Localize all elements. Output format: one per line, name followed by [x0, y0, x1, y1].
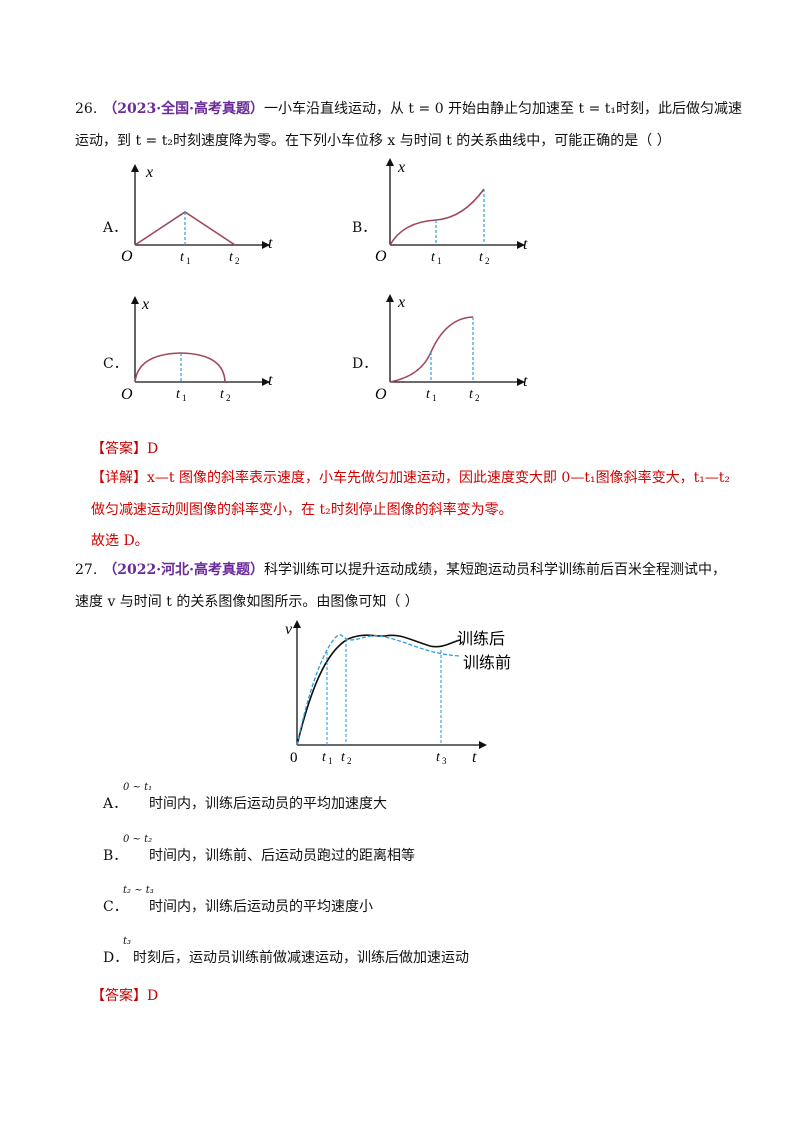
q27-option-c: C． t₂ ~ t₃ 时间内，训练后运动员的平均速度小 [103, 885, 373, 915]
origin-label: 0 [290, 750, 298, 766]
axis-label-t: t [472, 749, 477, 766]
q26-graph-c: x t O t 1 t 2 [121, 296, 273, 403]
tick-t2: t [229, 250, 234, 265]
q26-detail-line1: 【详解】x—t 图像的斜率表示速度，小车先做匀加速运动，因此速度变大即 0—t₁… [91, 468, 730, 488]
detail-text-1: x—t 图像的斜率表示速度，小车先做匀加速运动，因此速度变大即 0—t₁图像斜率… [147, 470, 731, 486]
answer-value: D [147, 441, 159, 457]
axis-label-x: x [397, 294, 405, 311]
legend-before: 训练前 [463, 654, 511, 672]
q26-option-d-label: D． [352, 356, 378, 372]
tick-t1-sub: 1 [182, 393, 187, 403]
detail-tag: 【详解】 [91, 470, 147, 486]
tick-t2: t [469, 387, 474, 402]
tick-t1-sub: 1 [432, 393, 437, 403]
q26-answer: 【答案】D [91, 439, 158, 459]
q26-stem-1: 一小车沿直线运动，从 t = 0 开始由静止匀加速至 t = t₁时刻，此后做匀… [263, 101, 742, 117]
q27-vt-graph: v t 0 t 1 t 2 t 3 训练后 训练前 [285, 620, 511, 766]
axis-label-x: x [397, 159, 405, 176]
q26-detail-line2: 做匀减速运动则图像的斜率变小，在 t₂时刻停止图像的斜率变为零。 [91, 502, 513, 518]
option-range: 0 ~ t₂ [123, 834, 153, 845]
tick-t3-sub: 3 [442, 756, 447, 766]
option-text: 时间内，训练前、后运动员跑过的距离相等 [149, 848, 415, 864]
tick-t3: t [436, 750, 441, 765]
q26-graph-b: x t O t 1 t 2 [375, 158, 528, 266]
answer-tag: 【答案】 [91, 988, 147, 1004]
q26-option-a-label: A． [103, 220, 128, 236]
q26-graph-d: x t O t 1 t 2 [375, 294, 528, 403]
q27-option-b: B． 0 ~ t₂ 时间内，训练前、后运动员跑过的距离相等 [103, 834, 415, 864]
tick-t2: t [479, 250, 484, 265]
tick-t1-sub: 1 [437, 256, 442, 266]
origin-label: O [375, 386, 387, 403]
legend-after: 训练后 [457, 630, 505, 648]
q27-option-d: D． t₃ 时刻后，运动员训练前做减速运动，训练后做加速运动 [103, 936, 469, 966]
tick-t1: t [180, 250, 185, 265]
axis-label-t: t [268, 372, 273, 389]
answer-value: D [147, 988, 159, 1004]
axis-label-v: v [285, 621, 293, 638]
tick-t2-sub: 2 [347, 756, 352, 766]
q26-number: 26. [75, 101, 98, 117]
axis-label-t: t [523, 236, 528, 253]
q26-line2: 运动，到 t = t₂时刻速度降为零。在下列小车位移 x 与时间 t 的关系曲线… [75, 133, 671, 149]
tick-t2-sub: 2 [226, 393, 231, 403]
option-range: t₂ ~ t₃ [123, 885, 154, 896]
q27-line1: 27. （2022·河北·高考真题）科学训练可以提升运动成绩，某短跑运动员科学训练… [75, 560, 726, 580]
q27-option-a: A． 0 ~ t₁ 时间内，训练后运动员的平均加速度大 [103, 782, 387, 812]
origin-label: O [375, 248, 387, 265]
q26-source: （2023·全国·高考真题） [103, 101, 264, 117]
q26-conclusion: 故选 D。 [91, 533, 149, 549]
q26-line1: 26. （2023·全国·高考真题）一小车沿直线运动，从 t = 0 开始由静止匀… [75, 99, 742, 119]
answer-tag: 【答案】 [91, 441, 147, 457]
tick-t1: t [431, 250, 436, 265]
option-text: 时间内，训练后运动员的平均加速度大 [149, 796, 387, 812]
option-range: t₃ [123, 936, 132, 947]
tick-t1: t [176, 387, 181, 402]
axis-label-x: x [141, 296, 149, 313]
tick-t1: t [426, 387, 431, 402]
axis-label-t: t [268, 235, 273, 252]
axis-label-t: t [523, 373, 528, 390]
option-text: 时间内，训练后运动员的平均速度小 [149, 899, 373, 915]
tick-t1-sub: 1 [186, 256, 191, 266]
q26-option-c-label: C． [103, 356, 128, 372]
option-range: 0 ~ t₁ [123, 782, 153, 793]
tick-t2-sub: 2 [235, 256, 240, 266]
tick-t2-sub: 2 [475, 393, 480, 403]
tick-t2: t [341, 750, 346, 765]
origin-label: O [121, 248, 133, 265]
axis-label-x: x [145, 164, 153, 181]
q27-answer: 【答案】D [91, 986, 158, 1006]
tick-t1-sub: 1 [328, 756, 333, 766]
q27-number: 27. [75, 562, 98, 578]
option-text: 时刻后，运动员训练前做减速运动，训练后做加速运动 [133, 950, 469, 966]
q27-stem-1: 科学训练可以提升运动成绩，某短跑运动员科学训练前后百米全程测试中， [263, 562, 726, 578]
tick-t2-sub: 2 [485, 256, 490, 266]
origin-label: O [121, 386, 133, 403]
q26-option-b-label: B． [352, 220, 377, 236]
tick-t2: t [220, 387, 225, 402]
curve-after-training [296, 634, 461, 746]
q26-graph-a: x t O t 1 t 2 [121, 164, 273, 266]
q27-line2: 速度 v 与时间 t 的关系图像如图所示。由图像可知（ ） [75, 594, 419, 610]
q27-source: （2022·河北·高考真题） [103, 562, 264, 578]
curve-before-training [296, 634, 461, 746]
tick-t1: t [322, 750, 327, 765]
